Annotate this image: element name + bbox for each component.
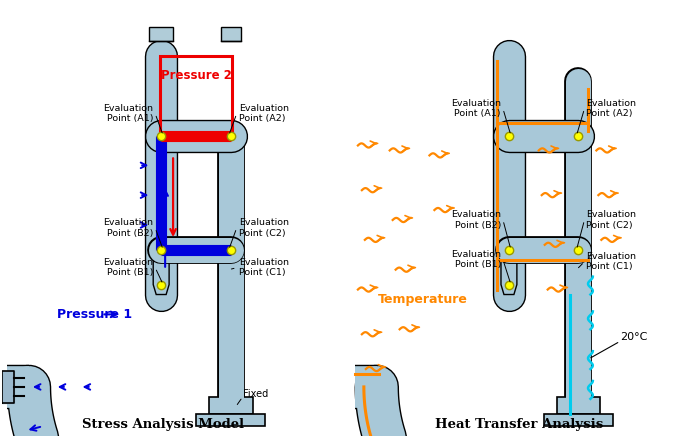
Text: Evaluation
Point (C2): Evaluation Point (C2): [586, 210, 636, 230]
Text: Evaluation
Point (A2): Evaluation Point (A2): [238, 104, 288, 123]
Polygon shape: [153, 250, 169, 295]
Text: Evaluation
Point (B2): Evaluation Point (B2): [103, 218, 153, 238]
Text: Evaluation
Point (A1): Evaluation Point (A1): [451, 99, 501, 118]
Text: Pressure 1: Pressure 1: [57, 308, 132, 321]
Bar: [544, 414, 613, 426]
Text: Evaluation
Point (B2): Evaluation Point (B2): [451, 210, 501, 230]
Text: Heat Transfer Analysis: Heat Transfer Analysis: [435, 418, 603, 430]
Bar: [196, 414, 266, 426]
Text: Evaluation
Point (C1): Evaluation Point (C1): [238, 258, 288, 277]
Bar: [160, 56, 232, 135]
Text: Fixed: Fixed: [242, 389, 268, 399]
Text: Pressure 2: Pressure 2: [160, 69, 232, 83]
Bar: [557, 397, 600, 414]
Text: Evaluation
Point (B1): Evaluation Point (B1): [451, 250, 501, 270]
Bar: [149, 27, 173, 41]
Polygon shape: [501, 250, 517, 295]
Bar: [209, 397, 253, 414]
Text: Evaluation
Point (A1): Evaluation Point (A1): [103, 104, 153, 123]
Text: 20°C: 20°C: [620, 332, 647, 342]
Text: Evaluation
Point (C2): Evaluation Point (C2): [238, 218, 288, 238]
Text: Evaluation
Point (B1): Evaluation Point (B1): [103, 258, 153, 277]
Text: Evaluation
Point (C1): Evaluation Point (C1): [586, 252, 636, 271]
Text: Evaluation
Point (A2): Evaluation Point (A2): [586, 99, 636, 118]
Text: Temperature: Temperature: [377, 293, 468, 306]
Text: Stress Analysis Model: Stress Analysis Model: [82, 418, 245, 430]
Bar: [221, 27, 240, 41]
